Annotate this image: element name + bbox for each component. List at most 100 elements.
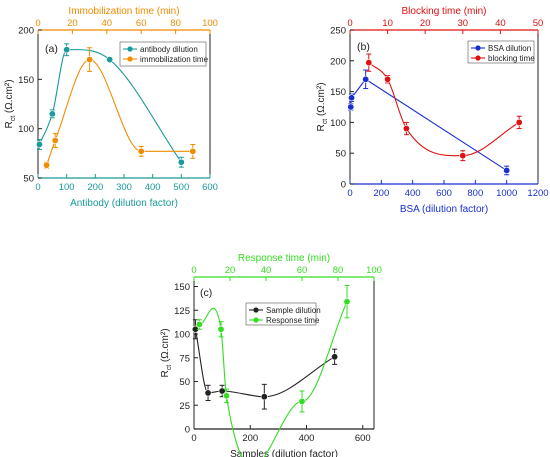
data-point	[204, 389, 212, 397]
data-point	[51, 137, 59, 145]
data-point	[343, 298, 351, 306]
y-tick-label: 100	[174, 330, 190, 341]
x2-tick-label: 40	[102, 18, 113, 29]
data-point	[195, 320, 203, 328]
legend-marker	[253, 317, 259, 323]
legend-marker	[475, 55, 481, 61]
data-point	[137, 147, 145, 155]
legend-marker	[475, 45, 481, 51]
y-tick-label: 50	[335, 149, 346, 160]
x-tick-label: 400	[299, 433, 315, 444]
x-tick-label: 0	[35, 182, 40, 193]
series-bsa-dilution	[347, 69, 511, 176]
y-tick-label: 150	[330, 87, 346, 98]
data-point	[503, 166, 511, 174]
series-line	[350, 78, 507, 171]
x-axis-title: Samples (dilution factor)	[230, 449, 338, 457]
x2-tick-label: 100	[202, 18, 218, 29]
x2-tick-label: 60	[297, 265, 308, 276]
x2-tick-label: 10	[382, 18, 393, 29]
x2-tick-label: 50	[533, 18, 544, 29]
y-axis-title-main: R	[316, 124, 327, 131]
x2-axis-title: Blocking time (min)	[401, 6, 486, 17]
y-axis-title-unit: (Ω.cm²)	[160, 328, 171, 364]
x2-axis-title: Response time (min)	[238, 253, 330, 264]
x2-tick-label: 0	[35, 18, 40, 29]
legend-label: Response time	[266, 316, 320, 325]
data-point	[63, 46, 71, 54]
y-tick-label: 25	[179, 401, 190, 412]
data-point	[347, 103, 355, 111]
x-tick-label: 600	[436, 188, 452, 199]
y-axis-title: Rct (Ω.cm²)	[4, 79, 17, 128]
y-axis-title-subscript: ct	[10, 116, 17, 122]
data-point	[189, 147, 197, 155]
data-point	[459, 152, 467, 160]
x-tick-label: 800	[467, 188, 483, 199]
y-axis-title: Rct (Ω.cm²)	[160, 328, 173, 377]
y-tick-label: 125	[174, 306, 190, 317]
x2-tick-label: 80	[333, 265, 344, 276]
x-tick-label: 400	[145, 182, 161, 193]
y-tick-label: 150	[174, 282, 190, 293]
y-tick-label: 200	[330, 56, 346, 67]
x-tick-label: 200	[87, 182, 103, 193]
x-tick-label: 0	[347, 188, 352, 199]
y-tick-label: 100	[18, 124, 34, 135]
x2-tick-label: 40	[495, 18, 506, 29]
x2-tick-label: 20	[420, 18, 431, 29]
x2-axis-title: Immobilization time (min)	[68, 6, 179, 17]
data-point	[43, 161, 51, 169]
x-tick-label: 100	[59, 182, 75, 193]
x2-tick-label: 20	[225, 265, 236, 276]
y-axis-title: Rct (Ω.cm²)	[316, 82, 329, 131]
data-point	[402, 125, 410, 133]
data-point	[35, 140, 43, 148]
panel-label: (a)	[45, 43, 58, 55]
data-point	[331, 353, 339, 361]
x-axis-title: BSA (dilution factor)	[400, 204, 488, 215]
y-axis-title-subscript: ct	[166, 365, 173, 371]
legend-label: Sample dilution	[266, 306, 321, 315]
y-axis-title-main: R	[160, 370, 171, 377]
x2-tick-label: 30	[458, 18, 469, 29]
series-blocking-time	[365, 53, 523, 162]
data-point	[298, 397, 306, 405]
panel-label: (c)	[200, 287, 212, 299]
x2-tick-label: 100	[366, 265, 382, 276]
x2-tick-label: 60	[136, 18, 147, 29]
chart-panel-a: 0 100 200 300 400 500 600 0 20 40 60 80 100 50 100 150 2…	[4, 6, 218, 209]
data-point	[365, 59, 373, 67]
y-tick-label: 150	[18, 75, 34, 86]
series-response-time	[195, 285, 351, 457]
data-point	[86, 56, 94, 64]
x-tick-label: 200	[373, 188, 389, 199]
data-point	[106, 56, 114, 64]
legend-label: blocking time	[488, 54, 535, 63]
data-point	[362, 75, 370, 83]
y-axis-title-main: R	[4, 121, 15, 128]
data-point	[260, 393, 268, 401]
chart-panel-c: 0 200 400 600 0 20 40 60 80 100 0 25 50 75 100 125 150 Sa…	[160, 253, 382, 457]
legend-marker	[253, 307, 259, 313]
x-tick-label: 400	[405, 188, 421, 199]
data-point	[384, 75, 392, 83]
data-point	[48, 110, 56, 118]
series-line	[368, 62, 520, 157]
y-tick-label: 250	[330, 26, 346, 37]
legend-marker	[127, 56, 133, 62]
data-point	[515, 118, 523, 126]
x2-tick-label: 20	[67, 18, 78, 29]
x2-tick-label: 0	[191, 265, 196, 276]
y-tick-label: 50	[179, 377, 190, 388]
x-tick-label: 600	[202, 182, 218, 193]
x-tick-label: 300	[116, 182, 132, 193]
data-point	[348, 94, 356, 102]
series-antibody-dilution	[35, 43, 185, 168]
legend-marker	[127, 46, 133, 52]
legend-box	[119, 41, 207, 67]
series-line	[199, 301, 348, 457]
series-line	[194, 329, 335, 398]
